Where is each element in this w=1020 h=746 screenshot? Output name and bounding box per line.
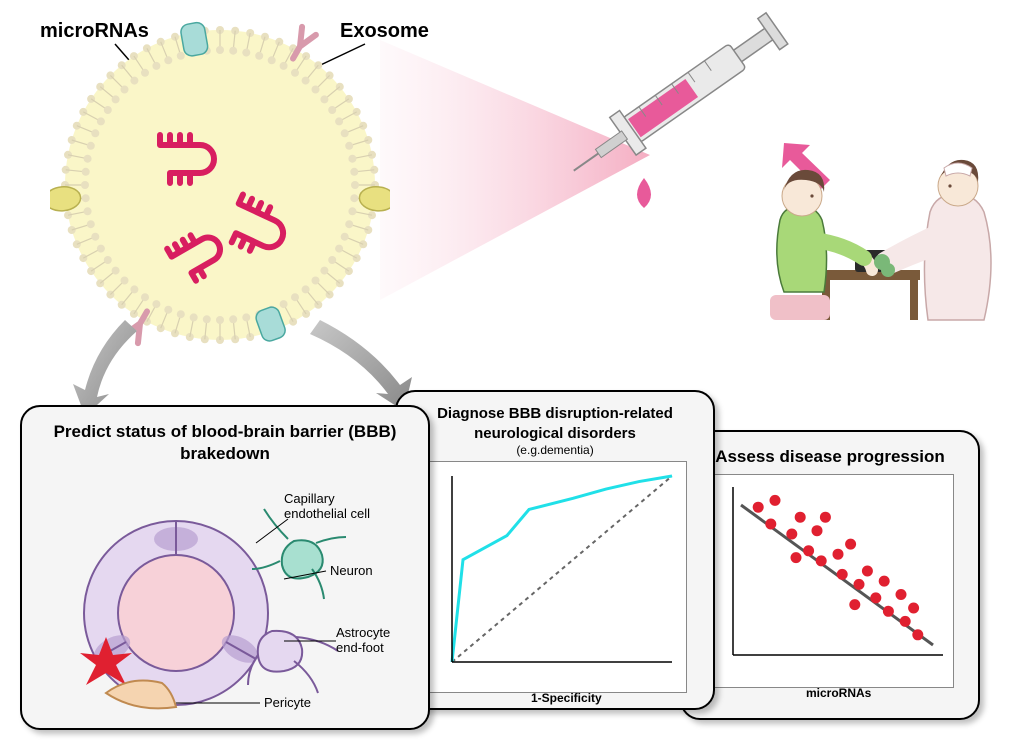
panel-diagnose-subtitle: (e.g.dementia) — [411, 443, 699, 457]
label-neuron: Neuron — [330, 563, 373, 578]
roc-xlabel: 1-Specificity — [531, 691, 602, 705]
scatter-plot — [696, 474, 954, 688]
label-endothelial: Capillary endothelial cell — [284, 491, 394, 521]
panel-bbb: Predict status of blood-brain barrier (B… — [20, 405, 430, 730]
panel-bbb-title: Predict status of blood-brain barrier (B… — [36, 421, 414, 465]
roc-plot — [411, 461, 687, 693]
panel-diagnose: Diagnose BBB disruption-related neurolog… — [395, 390, 715, 710]
scatter-xlabel: microRNAs — [806, 686, 871, 700]
label-pericyte: Pericyte — [264, 695, 311, 710]
panel-assess-title: Assess disease progression — [696, 446, 964, 468]
exosome-illustration — [50, 15, 390, 355]
label-astrocyte: Astrocyte end-foot — [336, 625, 416, 655]
blood-draw-illustration — [760, 120, 1020, 340]
panel-assess: Assess disease progression Disease state… — [680, 430, 980, 720]
panel-diagnose-title: Diagnose BBB disruption-related neurolog… — [411, 404, 699, 443]
